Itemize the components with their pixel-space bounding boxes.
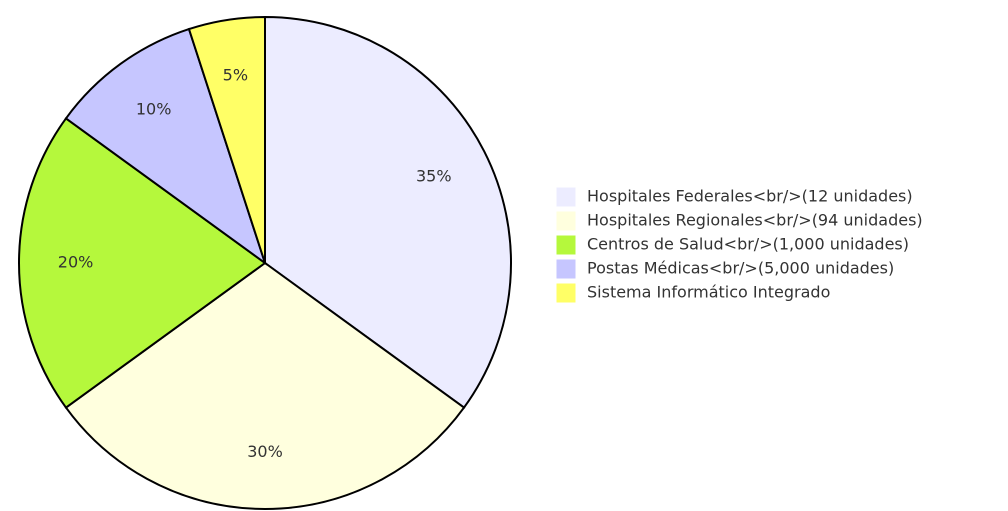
legend-text: Postas Médicas<br/>(5,000 unidades) [587,259,894,278]
legend-swatch [556,211,576,231]
pie-slice [64,27,267,266]
slice-label: 30% [247,442,283,461]
slice-label: 10% [136,99,172,118]
pie-slice [264,15,512,409]
legend-swatch [556,235,576,255]
legend-swatch [556,187,576,207]
legend-text: Centros de Salud<br/>(1,000 unidades) [587,235,909,254]
pie-slice [18,117,267,409]
legend-text: Sistema Informático Integrado [587,283,830,302]
legend-text: Hospitales Regionales<br/>(94 unidades) [587,211,923,230]
legend-text: Hospitales Federales<br/>(12 unidades) [587,187,913,206]
slice-label: 35% [416,167,452,186]
pie-slice [64,261,466,510]
slice-label: 20% [58,253,94,272]
slice-label: 5% [223,65,248,84]
legend-swatch [556,259,576,279]
legend-swatch [556,283,576,303]
pie-slice [187,15,266,264]
